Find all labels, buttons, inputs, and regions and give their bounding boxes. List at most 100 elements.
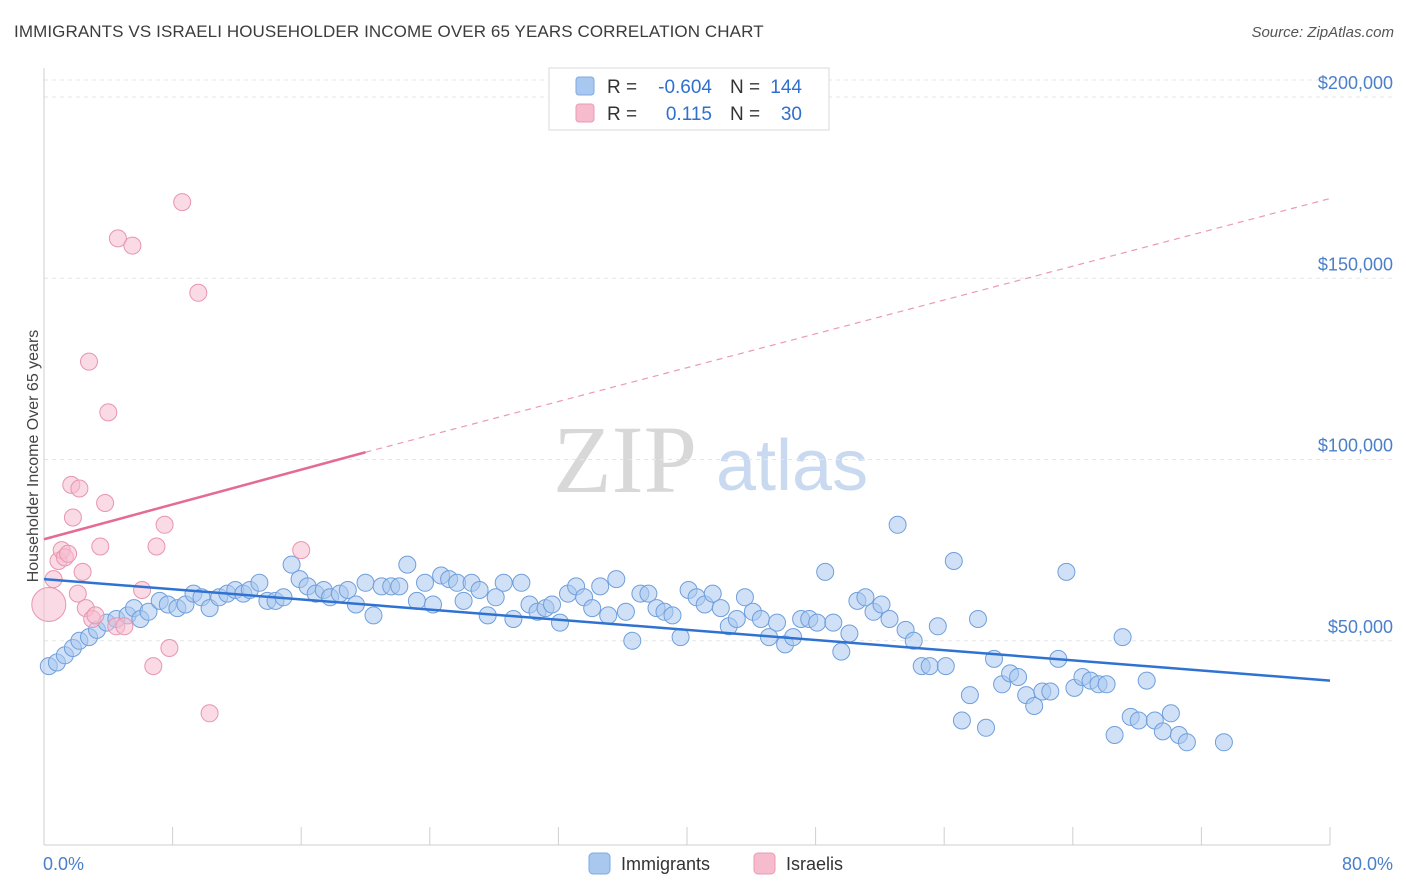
watermark-zip: ZIP [553, 406, 697, 513]
immigrants-point [1137, 671, 1156, 690]
legend-r-label-1: R = [607, 77, 637, 98]
immigrants-point [494, 573, 513, 592]
immigrants-point [364, 606, 383, 625]
israelis-point [80, 352, 98, 371]
israelis-point [173, 193, 192, 212]
immigrants-points [39, 515, 1233, 752]
immigrants-point [1105, 726, 1124, 744]
stats-legend: R = -0.604 N = 144 R = 0.115 N = 30 [548, 67, 830, 131]
legend-r-label-2: R = [607, 104, 637, 125]
immigrants-point [880, 610, 899, 628]
immigrants-point [735, 588, 754, 607]
y-tick-label-1: $100,000 [1318, 436, 1393, 456]
immigrants-point [543, 595, 561, 614]
immigrants-point [1025, 697, 1044, 715]
legend-swatch-immigrants [575, 76, 595, 96]
israelis-point [108, 229, 127, 248]
y-tick-label-3: $200,000 [1318, 73, 1393, 93]
legend-r-value-1: -0.604 [658, 77, 712, 98]
x-tick-labels: 0.0% 80.0% [43, 854, 1393, 874]
legend-n-label-2: N = [730, 104, 760, 125]
israelis-point [115, 617, 134, 636]
axes [43, 68, 1331, 846]
immigrants-point [1041, 682, 1060, 701]
israelis-point [144, 657, 163, 676]
immigrants-point [512, 573, 531, 592]
immigrants-point [671, 628, 690, 647]
immigrants-point [872, 595, 891, 614]
israelis-point [160, 639, 179, 657]
y-tick-label-2: $150,000 [1318, 254, 1393, 274]
immigrants-point [1161, 704, 1180, 723]
israelis-point [155, 515, 174, 534]
y-tick-labels: $50,000 $100,000 $150,000 $200,000 [1318, 73, 1393, 637]
israelis-point [68, 584, 87, 603]
israelis-point [200, 704, 219, 723]
immigrants-point [139, 602, 158, 621]
immigrants-point [599, 606, 618, 625]
immigrants-point [928, 617, 947, 636]
israelis-trend-line [43, 451, 366, 541]
israelis-point [73, 562, 92, 581]
immigrants-point [969, 610, 987, 628]
immigrants-point [623, 631, 642, 650]
immigrants-point [1113, 628, 1132, 647]
x-tick-label-right: 80.0% [1342, 854, 1393, 874]
immigrants-trend-line [43, 577, 1331, 682]
watermark-atlas: atlas [716, 426, 868, 506]
immigrants-point [703, 584, 722, 603]
immigrants-point [504, 610, 523, 628]
trend-lines [43, 197, 1331, 682]
watermark: ZIP atlas [553, 406, 868, 513]
israelis-point [59, 544, 78, 563]
series-legend-label-israelis: Israelis [786, 854, 843, 874]
immigrants-point [977, 718, 995, 737]
immigrants-point [282, 555, 301, 574]
israelis-point [99, 403, 118, 422]
immigrants-point [1214, 733, 1233, 752]
immigrants-point [1097, 675, 1116, 694]
immigrants-point [607, 570, 626, 589]
israelis-point [70, 479, 89, 498]
gridlines [44, 79, 1393, 642]
immigrants-point [591, 577, 610, 596]
stats-legend-box [548, 67, 830, 131]
israelis-point [133, 581, 152, 599]
immigrants-point [832, 642, 851, 661]
israelis-point [292, 541, 311, 560]
immigrants-point [960, 686, 979, 705]
immigrants-point [936, 657, 955, 676]
immigrants-point [727, 610, 746, 628]
immigrants-point [952, 711, 971, 730]
immigrants-point [808, 613, 827, 632]
series-legend-swatch-israelis [753, 852, 776, 875]
immigrants-point [616, 602, 635, 621]
israelis-point [31, 587, 67, 622]
immigrants-point [888, 515, 907, 534]
immigrants-point [583, 599, 602, 618]
immigrants-point [840, 624, 859, 643]
legend-n-label-1: N = [730, 77, 760, 98]
israelis-point [123, 236, 142, 255]
immigrants-point [944, 552, 963, 570]
immigrants-point [1009, 668, 1028, 686]
immigrants-point [663, 606, 682, 625]
y-tick-label-0: $50,000 [1328, 617, 1393, 637]
source-label: Source: ZipAtlas.com [1251, 24, 1394, 41]
israelis-point [91, 537, 110, 556]
immigrants-point [1057, 562, 1076, 581]
immigrants-point [1129, 711, 1148, 730]
israelis-point [147, 537, 166, 556]
series-legend-label-immigrants: Immigrants [621, 854, 710, 874]
immigrants-point [1177, 733, 1196, 752]
chart-title: IMMIGRANTS VS ISRAELI HOUSEHOLDER INCOME… [14, 22, 764, 41]
immigrants-point [824, 613, 843, 632]
immigrants-point [856, 588, 875, 607]
series-legend: Immigrants Israelis [588, 852, 843, 875]
immigrants-point [398, 555, 417, 574]
legend-n-value-2: 30 [781, 104, 802, 125]
immigrants-point [816, 562, 835, 581]
immigrants-point [356, 573, 375, 592]
immigrants-point [1153, 722, 1172, 741]
